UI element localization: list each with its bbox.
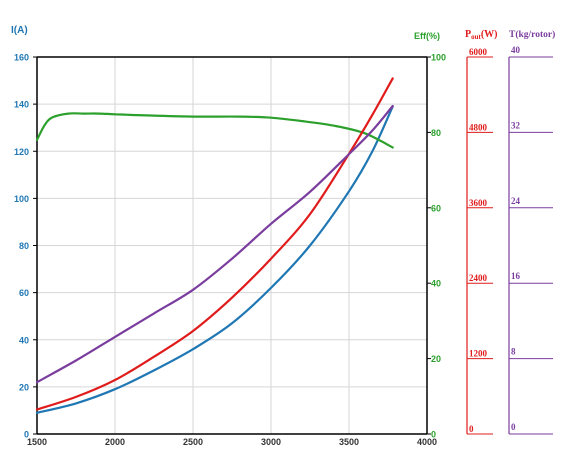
thrust-tick-label: 32 bbox=[511, 120, 521, 130]
power-tick-label: 3600 bbox=[469, 198, 488, 208]
current-axis-title: I(A) bbox=[11, 25, 28, 36]
power-axis-title-unit: (W) bbox=[481, 29, 498, 40]
current-tick-label: 100 bbox=[14, 194, 29, 204]
series-line-efficiency bbox=[35, 112, 394, 149]
plot-axes: 1500 2000 2500 3000 3500 4000I(A)020406080100… bbox=[11, 25, 555, 447]
power-tick-label: 6000 bbox=[469, 47, 488, 57]
x-tick-label: 3500 bbox=[339, 437, 359, 447]
power-tick-label: 4800 bbox=[469, 122, 488, 132]
plot-grid bbox=[37, 57, 427, 434]
series-line-power bbox=[35, 77, 394, 411]
x-tick-label: 4000 bbox=[417, 437, 437, 447]
efficiency-tick-label: 40 bbox=[431, 279, 441, 289]
efficiency-tick-label: 0 bbox=[431, 430, 436, 440]
plot-series bbox=[35, 77, 394, 414]
thrust-tick-label: 24 bbox=[511, 196, 521, 206]
efficiency-tick-label: 20 bbox=[431, 354, 441, 364]
thrust-tick-label: 0 bbox=[511, 422, 516, 432]
current-tick-label: 40 bbox=[19, 335, 29, 345]
thrust-axis-title: T(kg/rotor) bbox=[509, 29, 555, 40]
power-tick-label: 1200 bbox=[469, 349, 488, 359]
thrust-tick-label: 16 bbox=[511, 271, 521, 281]
efficiency-tick-label: 80 bbox=[431, 128, 441, 138]
power-axis-title-main: P bbox=[465, 29, 471, 40]
efficiency-tick-label: 100 bbox=[431, 53, 446, 63]
current-tick-label: 20 bbox=[19, 382, 29, 392]
thrust-tick-label: 8 bbox=[511, 347, 516, 357]
series-line-current bbox=[35, 105, 394, 414]
current-tick-label: 60 bbox=[19, 288, 29, 298]
series-line-thrust bbox=[35, 104, 394, 384]
x-tick-label: 2000 bbox=[105, 437, 125, 447]
x-tick-label: 3000 bbox=[261, 437, 281, 447]
efficiency-tick-label: 60 bbox=[431, 203, 441, 213]
current-tick-label: 140 bbox=[14, 100, 29, 110]
power-tick-label: 2400 bbox=[469, 273, 488, 283]
power-tick-label: 0 bbox=[469, 424, 474, 434]
power-axis-title: Pout(W) bbox=[465, 29, 498, 41]
current-tick-label: 80 bbox=[19, 241, 29, 251]
current-tick-label: 120 bbox=[14, 147, 29, 157]
power-axis-title-subscript: out bbox=[471, 33, 481, 41]
efficiency-axis-title: Eff(%) bbox=[414, 31, 440, 41]
thrust-tick-label: 40 bbox=[511, 45, 521, 55]
x-tick-label: 1500 bbox=[27, 437, 47, 447]
current-tick-label: 0 bbox=[24, 430, 29, 440]
current-tick-label: 160 bbox=[14, 53, 29, 63]
x-tick-label: 2500 bbox=[183, 437, 203, 447]
